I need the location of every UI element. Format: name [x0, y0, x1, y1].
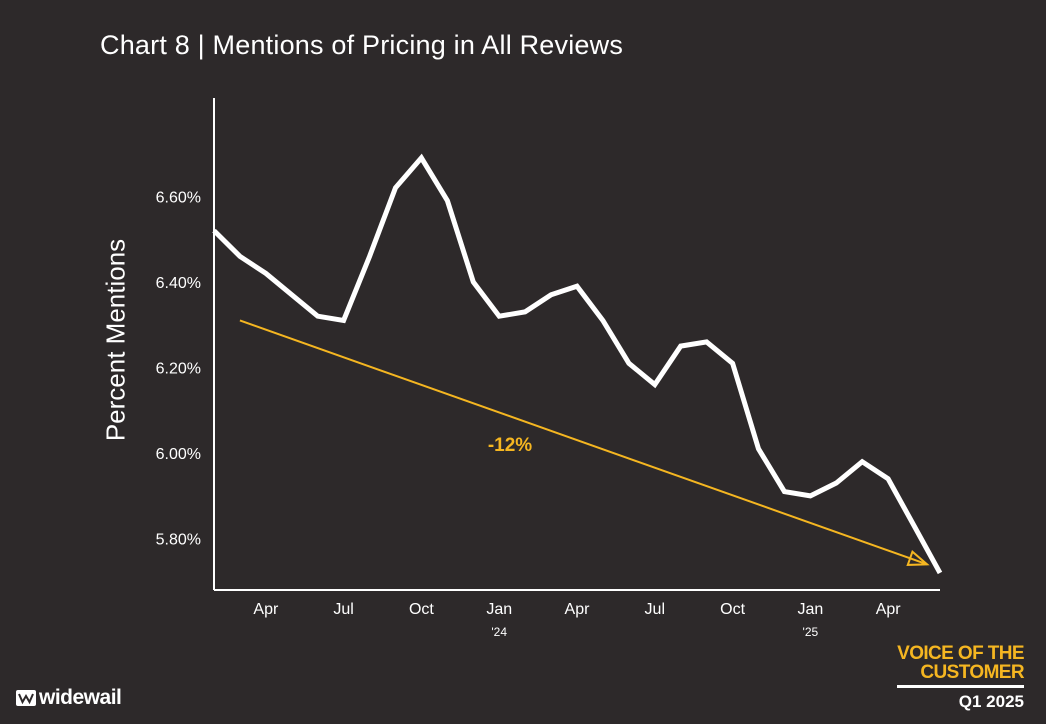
x-tick-label: Apr [876, 601, 902, 618]
series-group [212, 153, 943, 575]
y-tick-label: 5.80% [156, 532, 201, 549]
x-tick-label: Apr [565, 601, 591, 618]
trendline [239, 319, 928, 566]
series-line [212, 153, 943, 575]
y-tick-label: 6.00% [156, 446, 201, 463]
y-tick-label: 6.20% [156, 361, 201, 378]
trend-change-label: -12% [488, 435, 532, 456]
x-tick-label: Jan [486, 601, 512, 618]
y-tick-label: 6.40% [156, 275, 201, 292]
tick-labels: 5.80% 6.00% 6.20% 6.40% 6.60% Apr Jul Oct Jan '24… [156, 189, 902, 639]
trendline-group: -12% [239, 319, 930, 566]
x-tick-label: Jul [645, 601, 665, 618]
trend-arrowhead [906, 550, 930, 566]
voice-of-customer-badge: VOICE OF THE CUSTOMER Q1 2025 [897, 643, 1025, 711]
y-axis-label: Percent Mentions [100, 238, 131, 442]
x-tick-label: Apr [253, 601, 279, 618]
badge-period: Q1 2025 [958, 692, 1024, 711]
x-tick-year-label: '25 [803, 625, 819, 639]
badge-line-1: VOICE OF THE [897, 643, 1024, 664]
x-tick-label: Jan [797, 601, 823, 618]
x-tick-label: Oct [409, 601, 434, 618]
widewail-mark-icon [16, 690, 36, 706]
widewail-logo: widewail [16, 686, 122, 710]
y-tick-label: 6.60% [156, 189, 201, 206]
x-tick-year-label: '24 [491, 625, 507, 639]
logo-text: widewail [39, 686, 122, 709]
x-tick-label: Jul [333, 601, 353, 618]
chart-axes [213, 98, 940, 591]
badge-divider [897, 685, 1024, 688]
badge-line-2: CUSTOMER [920, 662, 1024, 683]
chart-title: Chart 8 | Mentions of Pricing in All Rev… [100, 30, 624, 60]
x-tick-label: Oct [720, 601, 745, 618]
